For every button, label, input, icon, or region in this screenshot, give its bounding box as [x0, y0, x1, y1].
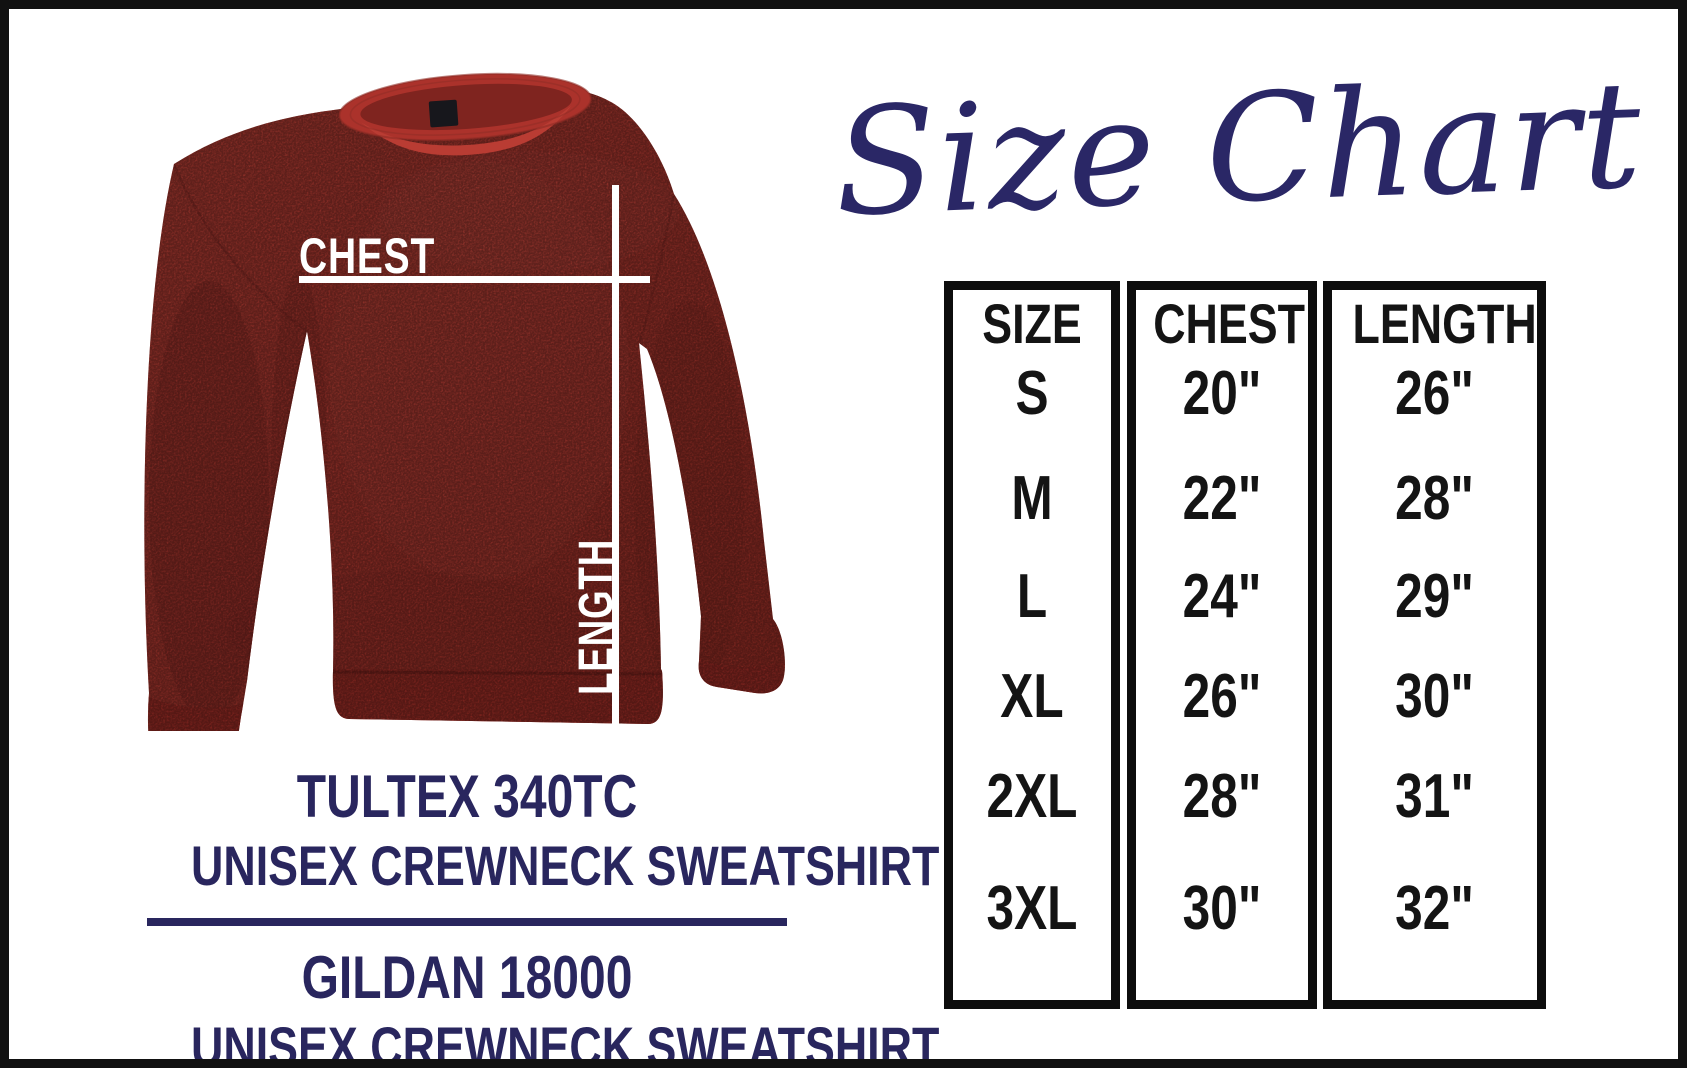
size-table-column-chest: CHEST 20" 22" 24" 26" 28" 30"	[1127, 281, 1317, 1009]
product-names: TULTEX 340TC UNISEX CREWNECK SWEATSHIRT …	[122, 763, 940, 1068]
product-1-description: UNISEX CREWNECK SWEATSHIRT	[191, 834, 940, 897]
size-table-column-size: SIZE S M L XL 2XL 3XL	[944, 281, 1120, 1009]
length-cell: 30"	[1395, 662, 1474, 731]
column-header-chest: CHEST	[1153, 292, 1306, 355]
chest-cell: 30"	[1182, 874, 1262, 943]
sweatshirt-illustration	[144, 72, 785, 779]
size-cell: M	[1011, 464, 1053, 533]
chest-cell: 26"	[1182, 662, 1262, 731]
size-cell: XL	[1000, 662, 1064, 731]
length-cell: 26"	[1395, 359, 1474, 428]
length-label: LENGTH	[567, 538, 623, 695]
size-cell: S	[1015, 359, 1049, 428]
size-table-column-length: LENGTH 26" 28" 29" 30" 31" 32"	[1323, 281, 1546, 1009]
divider-line	[147, 918, 787, 926]
chest-cell: 22"	[1182, 464, 1262, 533]
length-cell: 29"	[1395, 562, 1474, 631]
product-2-description: UNISEX CREWNECK SWEATSHIRT	[191, 1015, 940, 1068]
length-cell: 32"	[1395, 874, 1474, 943]
column-header-size: SIZE	[982, 292, 1082, 355]
neck-tag	[428, 99, 459, 128]
length-cell: 28"	[1395, 464, 1474, 533]
chest-measure-line	[299, 276, 650, 283]
sweatshirt-image: CHEST LENGTH	[49, 71, 789, 779]
chest-cell: 28"	[1182, 762, 1262, 831]
page-title: Size Chart	[831, 48, 1646, 250]
column-header-length: LENGTH	[1352, 292, 1537, 355]
product-2-name: GILDAN 18000	[301, 944, 633, 1011]
size-cell: 2XL	[986, 762, 1078, 831]
size-cell: L	[1016, 562, 1048, 631]
length-measure-line	[612, 185, 619, 771]
chest-label: CHEST	[299, 228, 436, 284]
product-1-name: TULTEX 340TC	[296, 763, 638, 830]
sweatshirt-collar	[338, 72, 592, 156]
length-cell: 31"	[1395, 762, 1474, 831]
size-cell: 3XL	[986, 874, 1078, 943]
chest-cell: 24"	[1182, 562, 1262, 631]
chest-cell: 20"	[1182, 359, 1262, 428]
